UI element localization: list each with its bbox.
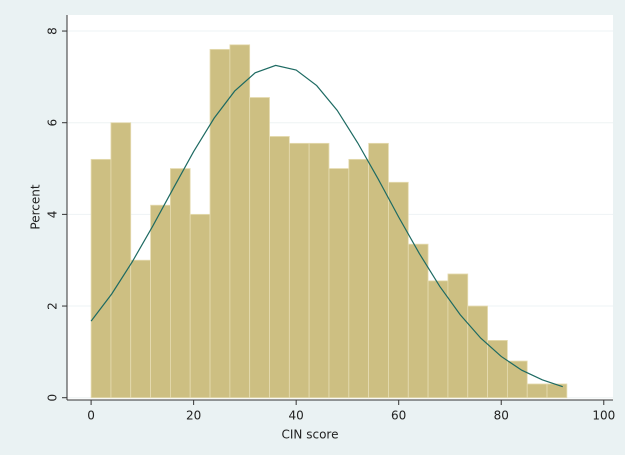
y-tick-label: 6 [46, 119, 60, 127]
y-tick-label: 0 [46, 394, 60, 402]
y-tick-label: 8 [46, 27, 60, 35]
bar [407, 243, 429, 399]
bar [269, 136, 290, 399]
x-tick-label: 20 [186, 409, 201, 423]
bar [388, 181, 409, 399]
x-tick-label: 60 [391, 409, 406, 423]
bar [150, 204, 171, 399]
bar [487, 340, 508, 399]
y-tick-label: 4 [46, 211, 60, 219]
bar [368, 142, 389, 399]
bar [170, 168, 191, 399]
x-tick-label: 80 [494, 409, 509, 423]
bar [526, 383, 548, 399]
bar [308, 142, 330, 399]
bar [467, 305, 488, 399]
bar [249, 97, 270, 399]
bar [229, 44, 251, 399]
bar [189, 213, 211, 399]
x-tick-label: 100 [592, 409, 615, 423]
bar [90, 158, 112, 399]
density-curve [90, 64, 563, 388]
y-axis-label: Percent [29, 184, 43, 229]
x-tick-label: 0 [87, 409, 95, 423]
bar [130, 259, 151, 399]
bar [348, 158, 370, 399]
bar [288, 142, 310, 399]
bar [427, 280, 449, 399]
bar [110, 122, 132, 399]
x-axis-label: CIN score [282, 428, 339, 442]
bar [546, 383, 568, 399]
y-tick-label: 2 [46, 302, 60, 310]
bar [328, 168, 350, 399]
bar [447, 273, 469, 399]
x-tick-label: 40 [289, 409, 304, 423]
